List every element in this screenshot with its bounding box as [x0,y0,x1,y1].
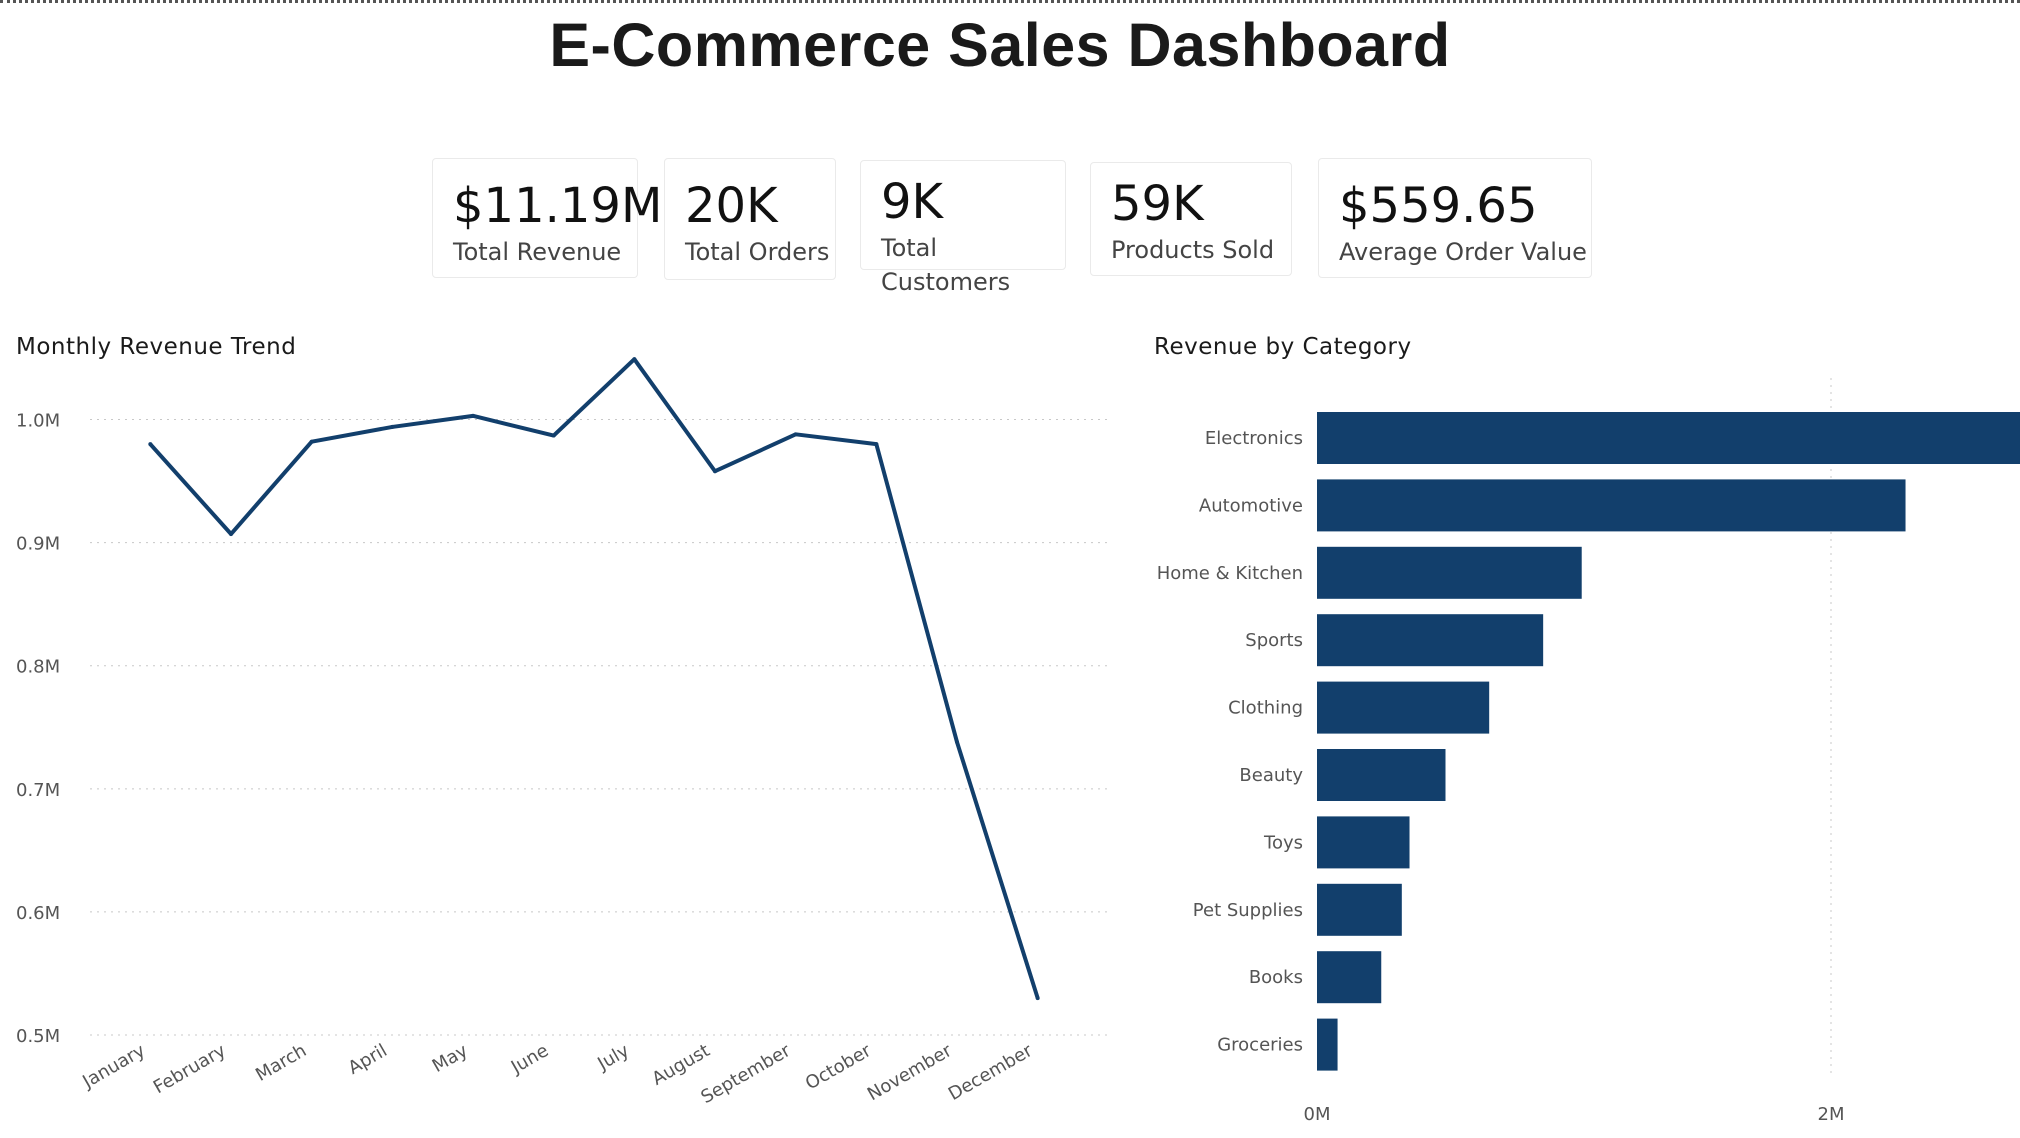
revenue-by-category-bar-chart: 0M2M4MElectronicsAutomotiveHome & Kitche… [1157,378,2020,1125]
category-label: Beauty [1239,765,1303,786]
line-point [955,740,959,745]
y-tick-label: 0.8M [16,657,60,678]
y-tick-label: 0.9M [16,534,60,555]
kpi-value: 59K [1111,176,1204,232]
line-point [309,439,314,444]
kpi-value: 9K [881,174,944,230]
kpi-label: Average Order Value [1339,238,1587,266]
kpi-label: Total Customers [881,234,1011,296]
category-bar [1317,1018,1338,1071]
y-tick-label: 0.6M [16,903,60,924]
category-bar [1317,883,1402,936]
category-bar [1317,412,2020,464]
x-tick-label: April [345,1040,391,1079]
category-bar [1317,951,1382,1004]
x-tick-label: 2M [1818,1104,1845,1125]
kpi-card-products-sold: 59K Products Sold [1090,162,1292,276]
kpi-value: 20K [685,178,778,234]
x-tick-label: September [697,1040,794,1108]
category-bar [1317,749,1446,801]
bar-chart-title: Revenue by Category [1154,334,1412,360]
line-point [793,432,798,437]
line-point [632,357,637,362]
x-tick-label: July [593,1040,633,1075]
category-label: Clothing [1228,698,1303,719]
y-tick-label: 0.7M [16,780,60,801]
x-tick-label: 0M [1304,1104,1331,1125]
y-tick-label: 1.0M [16,411,60,432]
x-tick-label: June [507,1040,552,1078]
kpi-card-average-order-value: $559.65 Average Order Value [1318,158,1592,278]
kpi-label: Total Orders [685,238,830,266]
x-tick-label: December [945,1040,1037,1105]
category-label: Automotive [1199,495,1303,516]
monthly-revenue-line-chart: 0.5M 0.6M 0.7M 0.8M 0.9M 1.0M January February M… [16,357,1112,1108]
category-bar [1317,546,1582,599]
x-tick-label: August [648,1040,713,1090]
revenue-line [148,357,1040,999]
x-tick-label: March [252,1040,310,1086]
line-point [1035,996,1040,1001]
x-tick-label: May [429,1040,472,1077]
line-point [713,469,717,474]
category-label: Home & Kitchen [1157,563,1303,584]
kpi-value: $559.65 [1339,178,1538,234]
x-tick-label: February [150,1040,230,1098]
y-tick-label: 0.5M [16,1026,60,1047]
line-point [148,442,153,447]
category-label: Groceries [1217,1035,1303,1056]
x-tick-label: January [78,1040,149,1093]
kpi-card-total-orders: 20K Total Orders [664,158,836,280]
line-point [229,532,233,537]
kpi-card-total-customers: 9K Total Customers [860,160,1066,296]
category-label: Electronics [1205,428,1303,449]
line-point [874,442,879,447]
category-bar [1317,681,1490,734]
category-label: Toys [1263,832,1303,853]
line-point [551,433,556,438]
kpi-card-total-revenue: $11.19M Total Revenue [432,158,663,278]
kpi-value: $11.19M [453,178,663,234]
page-title: E-Commerce Sales Dashboard [549,11,1451,79]
category-label: Books [1249,967,1303,988]
category-bar [1317,816,1410,869]
line-chart-title: Monthly Revenue Trend [16,334,297,360]
line-point [390,424,395,429]
category-bar [1317,614,1544,667]
kpi-label: Products Sold [1111,236,1275,264]
category-label: Pet Supplies [1193,900,1303,921]
category-bar [1317,479,1906,532]
kpi-label: Total Revenue [453,238,622,266]
top-border [0,0,2020,3]
x-tick-label: November [864,1040,956,1105]
line-point [471,413,475,418]
category-label: Sports [1245,630,1303,651]
